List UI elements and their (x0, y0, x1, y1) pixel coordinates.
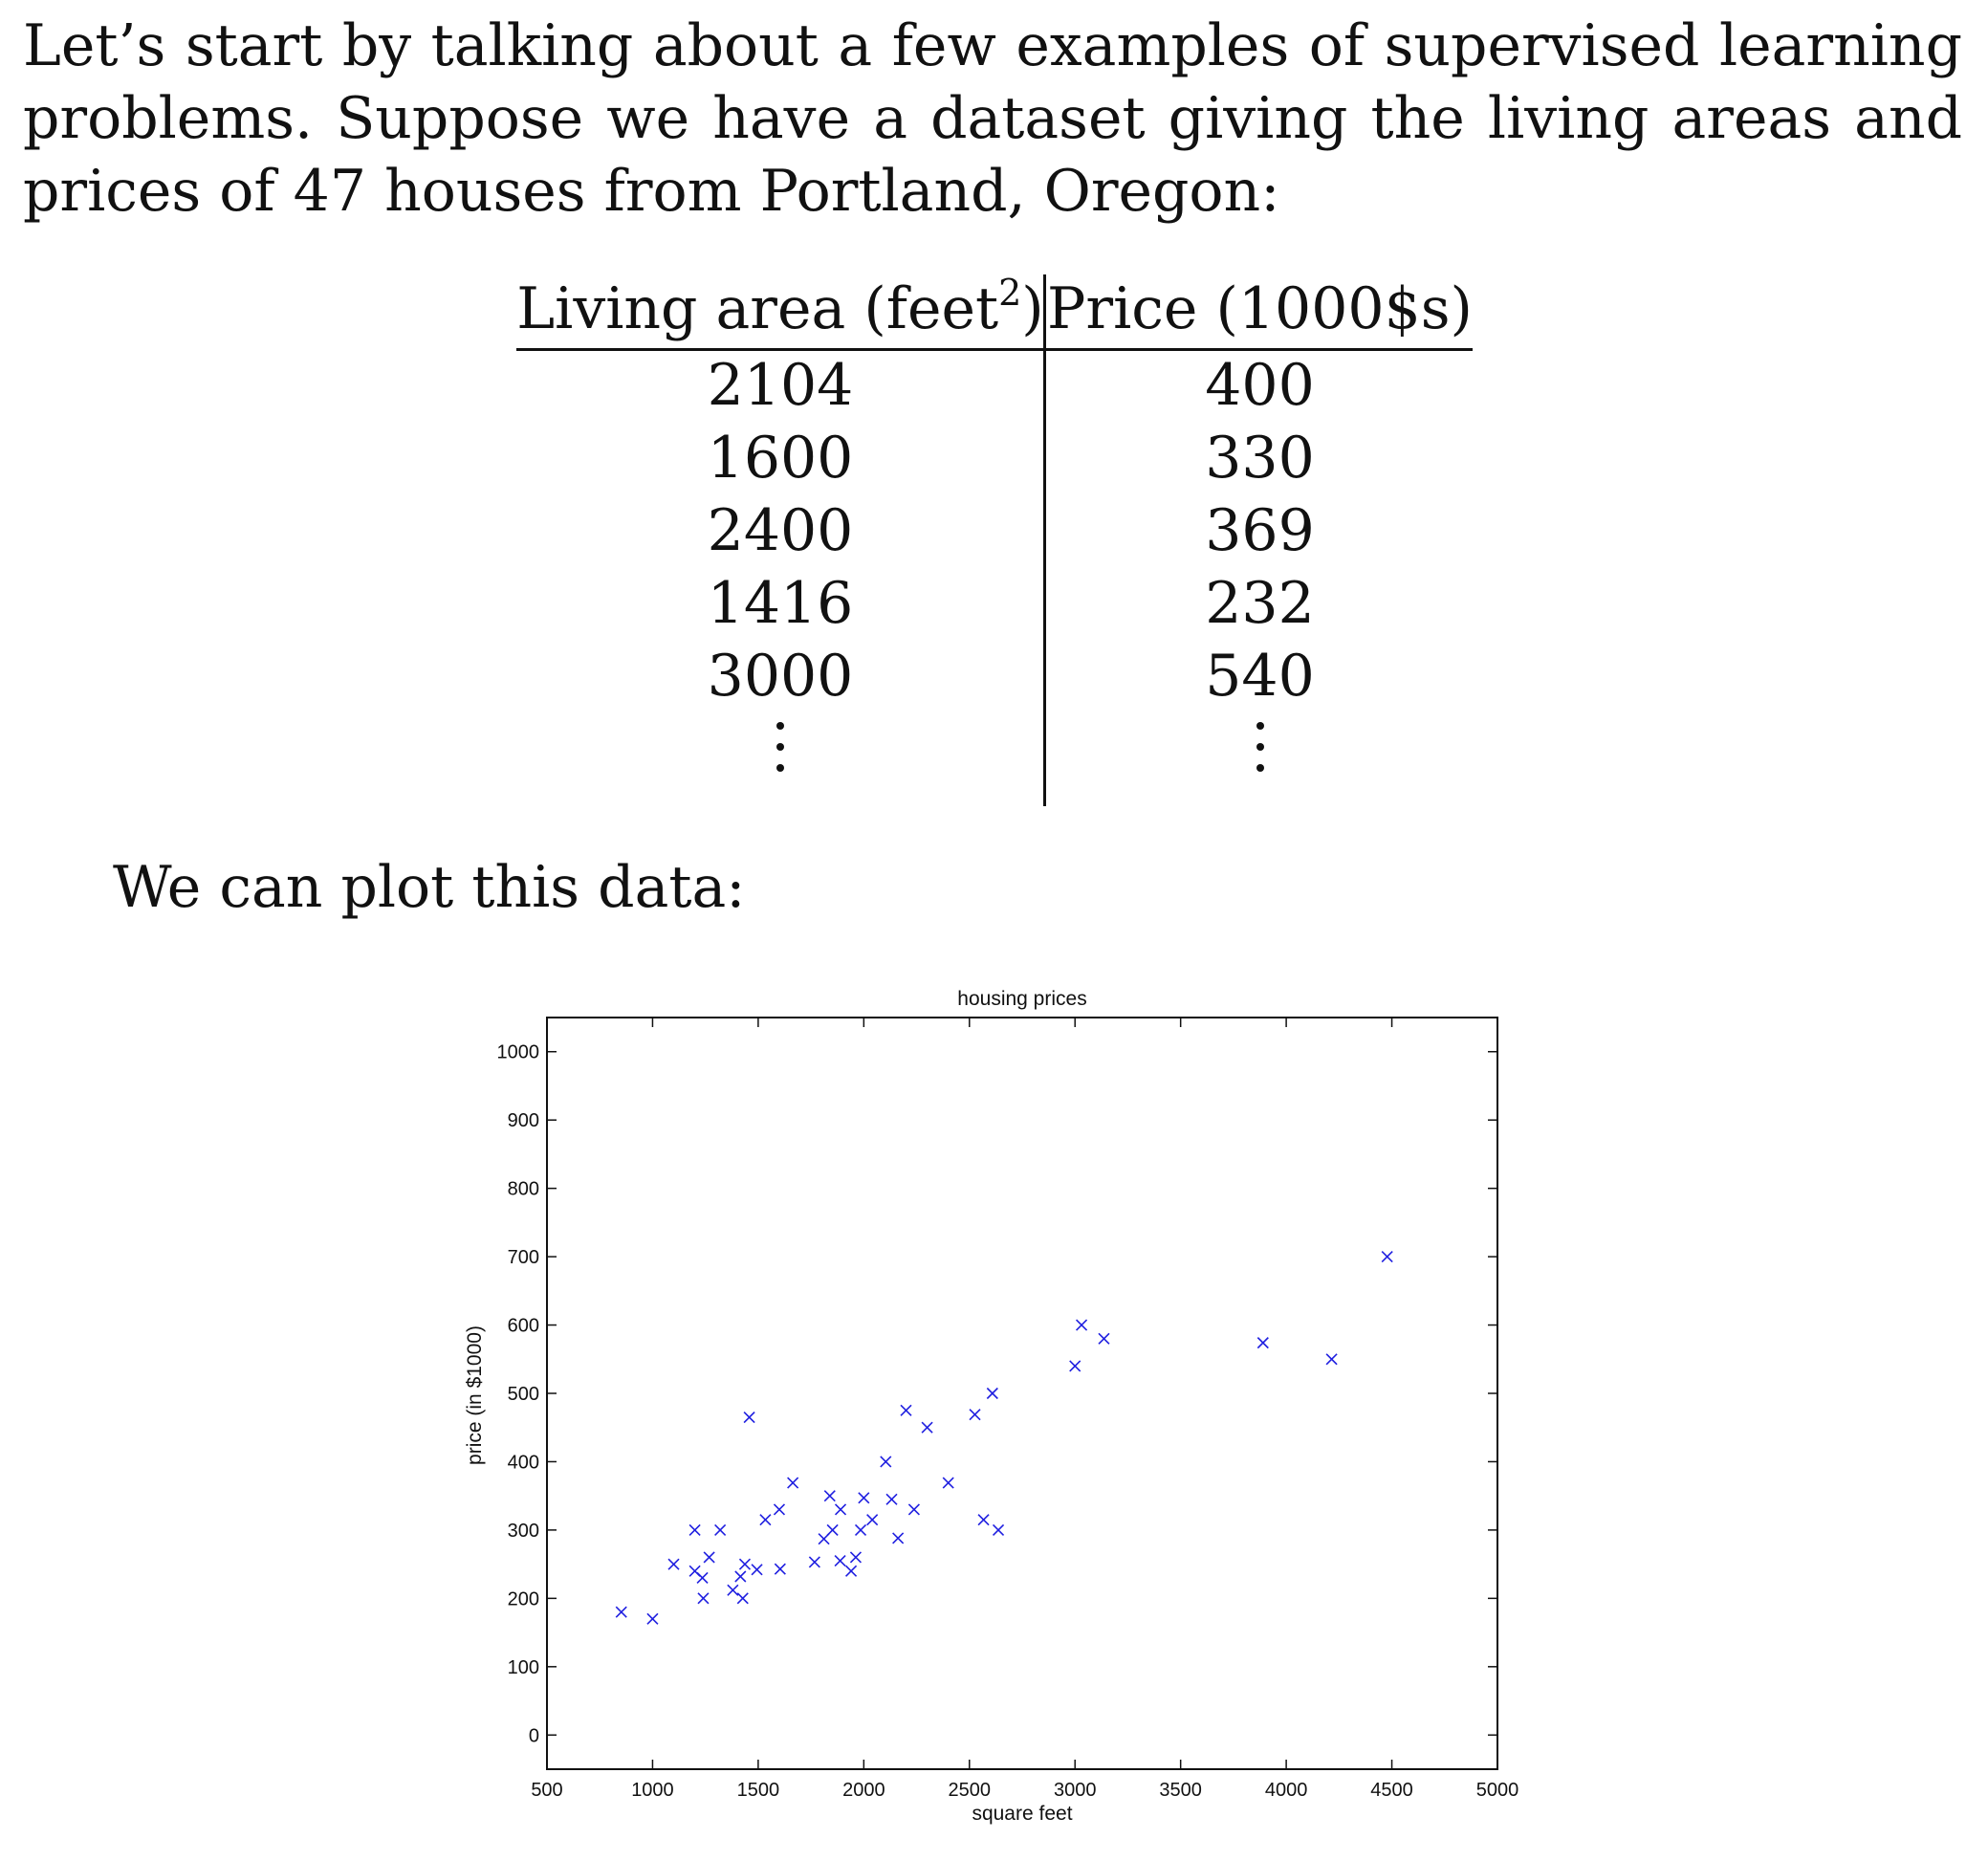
data-point (668, 1559, 679, 1569)
data-point (1070, 1361, 1081, 1371)
x-tick-label: 4500 (1370, 1780, 1413, 1801)
data-point (616, 1607, 626, 1617)
data-point (739, 1559, 750, 1569)
y-tick-label: 100 (508, 1657, 539, 1678)
data-point (970, 1410, 980, 1420)
data-point (893, 1533, 904, 1544)
data-point (728, 1585, 738, 1595)
data-point (698, 1593, 709, 1604)
y-tick-label: 300 (508, 1521, 539, 1542)
x-tick-label: 5000 (1476, 1780, 1519, 1801)
x-tick-label: 500 (531, 1780, 562, 1801)
x-axis-ticks: 500 1000 1500 2000 2500 3000 3500 4000 4500 5000 (531, 1018, 1518, 1801)
data-point (715, 1524, 726, 1535)
y-tick-label: 600 (508, 1316, 539, 1337)
data-point (881, 1456, 891, 1467)
data-point (886, 1494, 897, 1504)
y-tick-label: 700 (508, 1247, 539, 1268)
x-tick-label: 4000 (1265, 1780, 1308, 1801)
data-point (704, 1552, 714, 1563)
chart-title: housing prices (957, 988, 1086, 1010)
data-point (978, 1515, 989, 1525)
x-tick-label: 3000 (1054, 1780, 1097, 1801)
data-point (922, 1422, 932, 1433)
data-point (901, 1405, 911, 1415)
data-point (867, 1515, 878, 1525)
data-point (788, 1478, 798, 1488)
data-point (1077, 1320, 1087, 1330)
data-point (859, 1493, 869, 1503)
data-point (689, 1524, 700, 1535)
y-tick-label: 400 (508, 1452, 539, 1473)
data-point (737, 1593, 748, 1604)
y-tick-label: 0 (529, 1725, 539, 1746)
data-point (1099, 1333, 1109, 1344)
data-point (752, 1565, 762, 1575)
y-tick-label: 200 (508, 1588, 539, 1609)
data-point (994, 1524, 1004, 1535)
data-point (775, 1564, 785, 1574)
y-tick-label: 500 (508, 1384, 539, 1405)
x-tick-label: 1500 (737, 1780, 780, 1801)
data-point (987, 1389, 997, 1399)
data-point (850, 1552, 861, 1563)
data-point (846, 1565, 857, 1576)
y-tick-label: 900 (508, 1110, 539, 1131)
data-point (744, 1412, 754, 1423)
y-tick-label: 800 (508, 1179, 539, 1200)
x-axis-label: square feet (972, 1803, 1072, 1825)
data-point (1382, 1252, 1392, 1262)
data-point (836, 1504, 846, 1515)
data-point (1257, 1338, 1268, 1348)
data-point (774, 1504, 784, 1515)
y-axis-ticks: 0 100 200 300 400 500 600 700 800 900 1000 (497, 1042, 1498, 1747)
data-point (760, 1515, 771, 1525)
data-point (835, 1556, 845, 1566)
data-point (856, 1524, 866, 1535)
x-tick-label: 1000 (631, 1780, 674, 1801)
y-tick-label: 1000 (497, 1042, 540, 1063)
data-point (647, 1613, 658, 1624)
y-axis-label: price (in $1000) (464, 1325, 486, 1465)
data-point (943, 1478, 953, 1488)
data-point (697, 1572, 708, 1583)
x-tick-label: 3500 (1159, 1780, 1202, 1801)
data-point (824, 1491, 835, 1501)
x-tick-label: 2500 (949, 1780, 992, 1801)
data-point (809, 1557, 819, 1567)
plot-area-frame (547, 1018, 1497, 1769)
data-point (908, 1504, 919, 1515)
data-points (616, 1252, 1392, 1625)
data-point (735, 1571, 746, 1582)
data-point (1326, 1354, 1337, 1365)
x-tick-label: 2000 (842, 1780, 885, 1801)
data-point (827, 1524, 838, 1535)
